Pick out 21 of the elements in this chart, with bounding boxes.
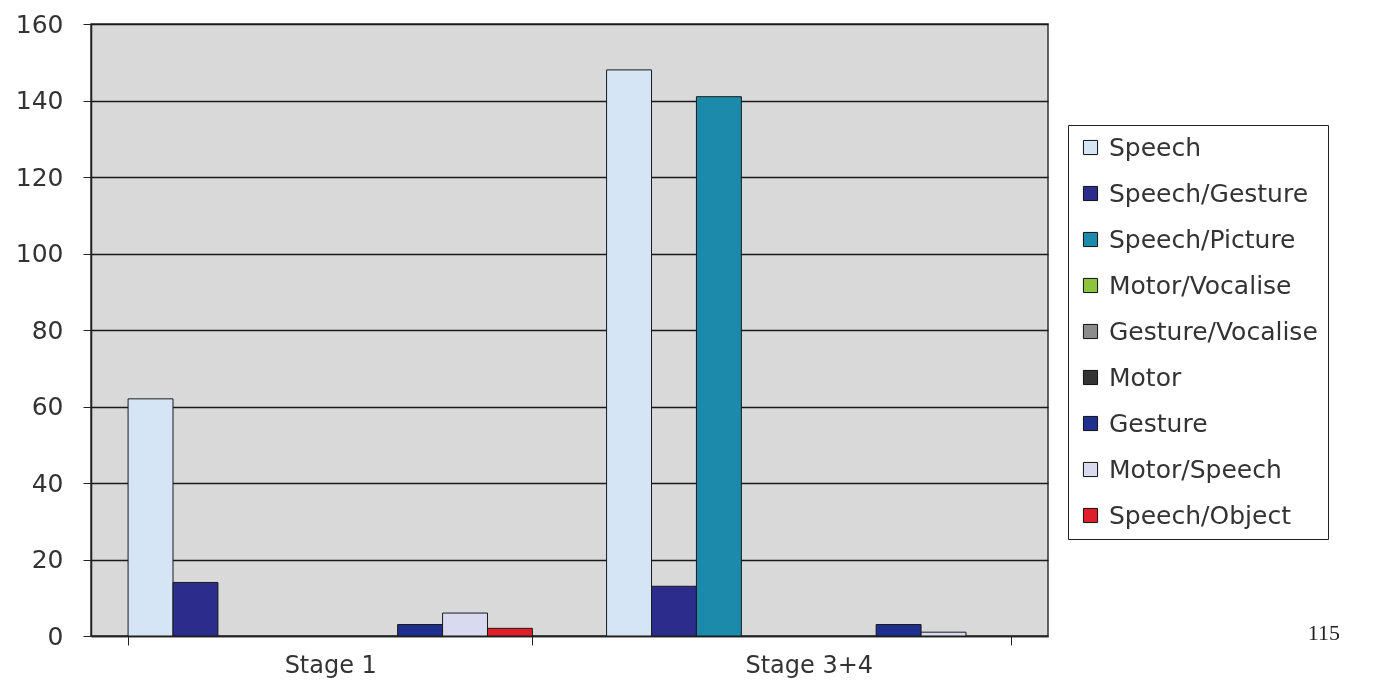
legend-label: Motor (1109, 362, 1182, 392)
y-tick-label: 100 (15, 239, 64, 268)
y-tick-label: 80 (31, 315, 64, 345)
text: 115 (1307, 620, 1340, 646)
y-tick-label: 40 (31, 468, 64, 498)
legend-label: Speech (1109, 132, 1202, 162)
x-tick-label: Stage 3+4 (745, 650, 874, 679)
legend-label: Gesture (1109, 408, 1208, 438)
y-tick-label: 120 (15, 162, 64, 192)
y-tick-label: 140 (15, 86, 64, 115)
legend-label: Speech/Gesture (1109, 178, 1309, 208)
legend-label: Gesture/Vocalise (1109, 316, 1318, 346)
y-tick-label: 60 (31, 392, 64, 421)
legend-label: Speech/Picture (1109, 224, 1296, 254)
y-tick-label: 160 (15, 9, 64, 39)
x-tick-label: Stage 1 (284, 650, 377, 679)
y-tick-label: 0 (47, 621, 64, 651)
legend-label: Motor/Speech (1109, 454, 1282, 484)
legend-label: Speech/Object (1109, 500, 1292, 530)
legend-label: Motor/Vocalise (1109, 270, 1292, 300)
y-tick-label: 20 (31, 545, 64, 574)
